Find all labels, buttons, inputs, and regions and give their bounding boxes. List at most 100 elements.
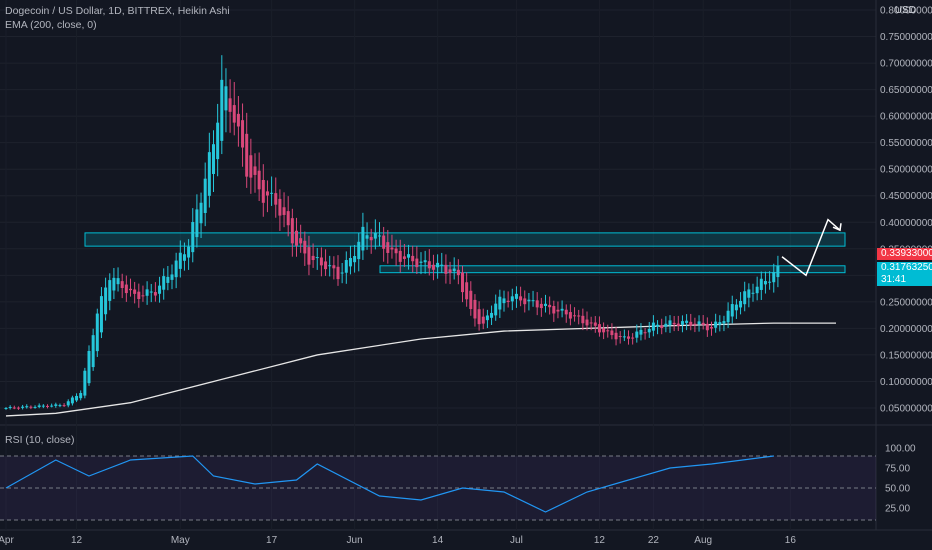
candle-body <box>697 321 701 325</box>
candle-body <box>286 211 290 226</box>
candle-body <box>436 262 440 268</box>
price-axis-label: 0.65000000 <box>880 85 932 96</box>
rsi-pane[interactable]: 100.00 75.00 50.00 25.00 <box>0 444 916 521</box>
price-axis-label: 0.45000000 <box>880 191 932 202</box>
ema-polyline <box>5 322 836 417</box>
candle-body <box>660 325 664 328</box>
candle-body <box>66 401 70 406</box>
price-axis-label: 0.20000000 <box>880 324 932 335</box>
candle-body <box>494 303 498 316</box>
rsi-legend[interactable]: RSI (10, close) <box>5 434 75 446</box>
candle-body <box>307 247 311 265</box>
candle-body <box>490 312 494 318</box>
price-axis-label: 0.80000000 <box>880 6 932 17</box>
candle-body <box>651 322 655 331</box>
price-axis-label: 0.55000000 <box>880 138 932 149</box>
candle-body <box>344 260 348 273</box>
candle-body <box>353 256 357 263</box>
price-axis-label: 0.50000000 <box>880 165 932 176</box>
projection-arrow[interactable] <box>781 218 842 277</box>
candle-body <box>133 289 137 294</box>
level-price-tag: 0.33933000 <box>877 248 932 260</box>
candle-body <box>548 304 552 308</box>
currency-label[interactable]: USD <box>894 5 916 16</box>
candle-body <box>108 280 112 301</box>
candle-body <box>622 336 626 338</box>
candle-body <box>759 278 763 290</box>
candle-body <box>386 242 390 253</box>
time-axis-label: Jul <box>510 535 523 546</box>
price-axis[interactable]: 0.80000000 0.75000000 0.70000000 0.65000000… <box>880 6 932 415</box>
candle-body <box>506 300 510 302</box>
candle-body <box>527 299 531 302</box>
candle-body <box>768 281 772 283</box>
candle-body <box>514 293 518 299</box>
candle-body <box>701 322 705 325</box>
price-axis-label: 0.25000000 <box>880 297 932 308</box>
candle-body <box>456 269 460 276</box>
candle-body <box>394 248 398 254</box>
candle-body <box>311 255 315 261</box>
time-axis[interactable]: Apr 12 May 17 Jun 14 Jul 12 22 Aug 16 <box>0 535 796 546</box>
support-resistance-zones[interactable] <box>84 232 846 274</box>
candle-body <box>539 303 543 309</box>
candle-body <box>290 218 294 244</box>
candle-body <box>556 309 560 312</box>
candle-body <box>137 291 141 299</box>
candle-body <box>402 256 406 259</box>
candle-body <box>734 304 738 311</box>
candle-body <box>726 310 730 323</box>
candle-body <box>419 261 423 263</box>
symbol-title[interactable]: Dogecoin / US Dollar, 1D, BITTREX, Heiki… <box>5 5 230 17</box>
candle-body <box>693 323 697 325</box>
candle-body <box>656 324 660 327</box>
price-axis-label: 0.40000000 <box>880 218 932 229</box>
candle-body <box>141 295 145 297</box>
candle-body <box>249 155 253 178</box>
candle-body <box>70 397 74 404</box>
candle-body <box>739 300 743 308</box>
candle-body <box>523 298 527 305</box>
candle-body <box>228 98 232 112</box>
candle-body <box>224 86 228 111</box>
candle-body <box>41 405 45 407</box>
projection-arrowhead <box>832 223 842 232</box>
candle-body <box>212 144 215 174</box>
candle-body <box>21 406 25 408</box>
candle-body <box>91 335 95 368</box>
last-price-tag: 0.31763250 <box>877 262 932 274</box>
time-axis-label: 12 <box>71 535 83 546</box>
candle-body <box>220 79 224 141</box>
candle-body <box>519 296 523 301</box>
candle-body <box>423 260 427 263</box>
candle-body <box>282 207 286 215</box>
candle-body <box>187 246 191 258</box>
candle-body <box>763 281 767 285</box>
candlesticks[interactable] <box>4 55 780 410</box>
candle-body <box>618 336 622 338</box>
candle-body <box>265 191 269 196</box>
time-axis-label: 12 <box>594 535 606 546</box>
candle-body <box>8 406 12 408</box>
rsi-axis-label: 50.00 <box>885 484 910 495</box>
ema-legend[interactable]: EMA (200, close, 0) <box>5 19 97 31</box>
candle-body <box>593 322 597 326</box>
candle-body <box>610 330 614 336</box>
candle-body <box>75 395 79 401</box>
price-axis-label: 0.10000000 <box>880 377 932 388</box>
candle-body <box>33 406 37 408</box>
candle-body <box>149 291 153 293</box>
candle-body <box>631 337 635 339</box>
candle-body <box>552 306 556 314</box>
candle-body <box>50 405 54 407</box>
candle-body <box>124 284 128 294</box>
candle-body <box>664 323 668 327</box>
candle-body <box>373 232 377 239</box>
candle-body <box>544 303 547 306</box>
candle-body <box>627 336 630 339</box>
candle-body <box>328 265 332 267</box>
candle-body <box>274 193 278 205</box>
candle-body <box>776 265 780 278</box>
candle-body <box>170 274 174 280</box>
